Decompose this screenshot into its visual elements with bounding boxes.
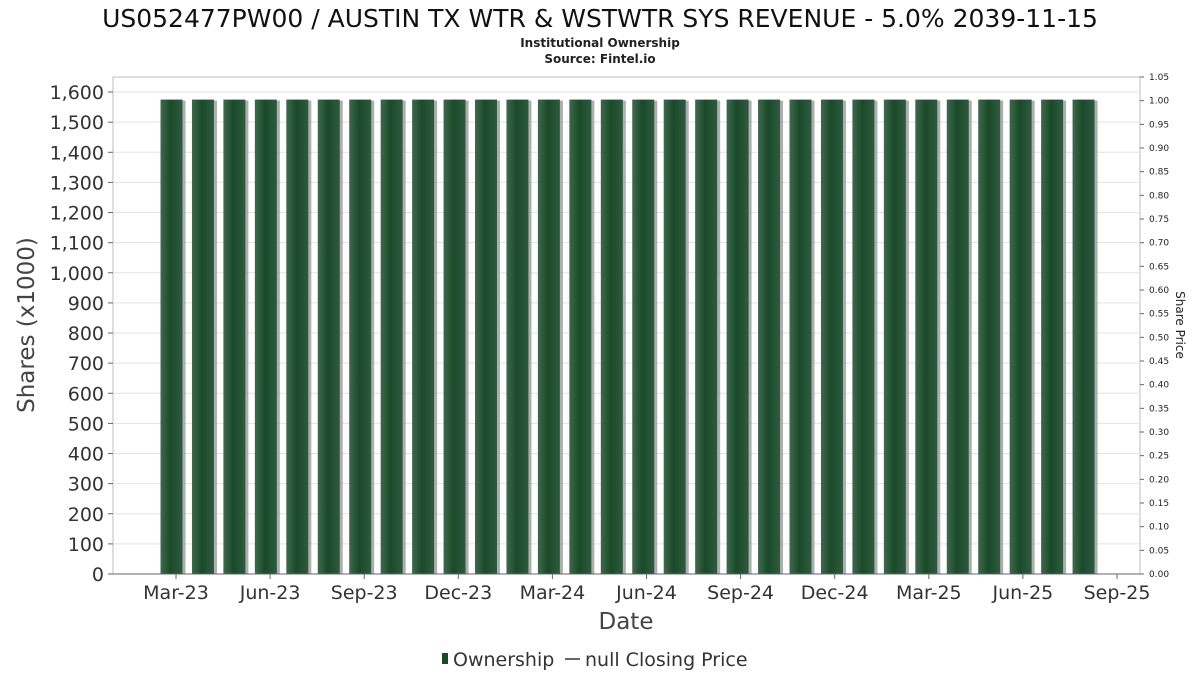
y2-tick-label: 0.70 (1149, 239, 1169, 249)
y2-tick-label: 0.80 (1149, 191, 1169, 201)
ownership-bar (883, 99, 906, 574)
x-tick-label: Mar-25 (896, 582, 962, 604)
ownership-bar (223, 99, 246, 574)
ownership-bar (726, 99, 749, 574)
ownership-bar (191, 99, 214, 574)
y2-tick-label: 0.75 (1149, 215, 1169, 225)
y2-tick-label: 0.05 (1149, 546, 1169, 556)
y-tick-label: 1,600 (50, 82, 104, 104)
bar-series (160, 99, 1098, 574)
x-tick-label: Sep-24 (707, 582, 774, 604)
x-tick-label: Dec-23 (424, 582, 492, 604)
y2-tick-label: 0.85 (1149, 168, 1169, 178)
y2-tick-label: 0.55 (1149, 310, 1169, 320)
y-tick-label: 1,400 (50, 142, 104, 164)
y2-tick-label: 0.95 (1149, 120, 1169, 130)
y-tick-label: 1,100 (50, 233, 104, 255)
y2-axis: 0.00 0.05 0.10 0.15 0.20 0.25 0.30 0.35 0.40 0.45… (1140, 73, 1169, 580)
ownership-bar (852, 99, 875, 574)
y2-tick-label: 0.20 (1149, 475, 1169, 485)
y2-tick-label: 0.65 (1149, 262, 1169, 272)
x-axis: Mar-23 Jun-23 Sep-23 Dec-23 Mar-24 Jun-24 Sep-… (113, 573, 1151, 604)
legend: Ownership null Closing Price (442, 649, 748, 671)
chart-source: Source: Fintel.io (544, 52, 655, 66)
y-tick-label: 1,500 (50, 112, 104, 134)
ownership-bar (820, 99, 843, 574)
chart-subtitle: Institutional Ownership (520, 36, 680, 50)
x-axis-label: Date (599, 609, 654, 635)
y2-tick-label: 0.30 (1149, 428, 1169, 438)
ownership-bar (569, 99, 592, 574)
ownership-bar (632, 99, 655, 574)
y-tick-label: 300 (68, 474, 104, 496)
legend-price-label: null Closing Price (585, 649, 748, 671)
ownership-bar (286, 99, 309, 574)
ownership-bar (475, 99, 497, 574)
ownership-bar (254, 99, 277, 574)
y-tick-label: 1,200 (50, 203, 104, 225)
y2-tick-label: 0.45 (1149, 357, 1169, 367)
y-axis: 0 100 200 300 400 500 600 700 800 900 1,000 1,100 1,… (50, 82, 113, 586)
y2-tick-label: 0.15 (1149, 499, 1169, 509)
x-tick-label: Jun-25 (992, 582, 1054, 604)
ownership-bar (789, 99, 812, 574)
ownership-bar (412, 99, 435, 574)
y-tick-label: 200 (68, 504, 104, 526)
y-tick-label: 600 (68, 383, 104, 405)
ownership-bar (600, 99, 623, 574)
ownership-bar (1072, 99, 1095, 574)
y-tick-label: 700 (68, 353, 104, 375)
ownership-bar (915, 99, 938, 574)
ownership-bar (1041, 99, 1064, 574)
ownership-bar (695, 99, 718, 574)
x-tick-label: Sep-25 (1084, 582, 1151, 604)
y-tick-label: 900 (68, 293, 104, 315)
y2-tick-label: 1.05 (1149, 73, 1169, 83)
ownership-bar (663, 99, 686, 574)
y2-tick-label: 0.35 (1149, 404, 1169, 414)
y-axis-label: Shares (x1000) (14, 237, 40, 413)
ownership-bar (946, 99, 969, 574)
ownership-bar (758, 99, 781, 574)
y2-tick-label: 0.50 (1149, 333, 1169, 343)
x-tick-label: Jun-24 (615, 582, 677, 604)
y2-tick-label: 0.25 (1149, 452, 1169, 462)
ownership-bar (443, 99, 466, 574)
y-tick-label: 100 (68, 534, 104, 556)
x-tick-label: Dec-24 (801, 582, 869, 604)
ownership-bar (1009, 99, 1032, 574)
y2-axis-label: Share Price (1173, 291, 1187, 359)
x-tick-label: Mar-24 (520, 582, 586, 604)
y-tick-label: 500 (68, 413, 104, 435)
ownership-bar (537, 99, 560, 574)
y2-tick-label: 0.90 (1149, 144, 1169, 154)
y-tick-label: 0 (92, 564, 104, 586)
ownership-bar (978, 99, 1001, 574)
ownership-bar (160, 99, 183, 574)
ownership-bar (317, 99, 340, 574)
ownership-bar (380, 99, 403, 574)
ownership-bar (506, 99, 529, 574)
y2-tick-label: 1.00 (1149, 97, 1169, 107)
chart-title: US052477PW00 / AUSTIN TX WTR & WSTWTR SY… (102, 4, 1098, 33)
legend-ownership-swatch (442, 653, 448, 664)
ownership-bar (349, 99, 372, 574)
y2-tick-label: 0.00 (1149, 570, 1169, 580)
y-tick-label: 800 (68, 323, 104, 345)
y2-tick-label: 0.40 (1149, 381, 1169, 391)
y-tick-label: 1,300 (50, 172, 104, 194)
y-tick-label: 1,000 (50, 263, 104, 285)
x-tick-label: Mar-23 (143, 582, 209, 604)
legend-ownership-label: Ownership (453, 649, 554, 671)
y-tick-label: 400 (68, 444, 104, 466)
x-tick-label: Sep-23 (331, 582, 398, 604)
x-tick-label: Jun-23 (239, 582, 301, 604)
y2-tick-label: 0.10 (1149, 523, 1169, 533)
y2-tick-label: 0.60 (1149, 286, 1169, 296)
